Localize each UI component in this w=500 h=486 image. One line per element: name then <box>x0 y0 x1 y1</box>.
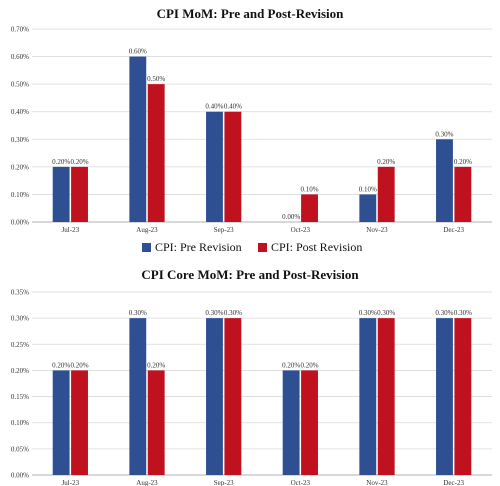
data-label: 0.10% <box>359 185 377 193</box>
bar-post-revision <box>71 166 88 222</box>
legend-label-pre: CPI: Pre Revision <box>155 240 242 254</box>
bar-pre-revision <box>206 318 223 475</box>
data-label: 0.20% <box>70 361 88 369</box>
data-label: 0.30% <box>205 309 223 317</box>
bar-post-revision <box>147 370 165 475</box>
y-tick-label: 0.60% <box>11 53 29 61</box>
bar-pre-revision <box>52 370 70 475</box>
bar-post-revision <box>454 166 472 222</box>
bar-post-revision <box>224 111 242 222</box>
bar-pre-revision <box>436 139 453 222</box>
y-tick-label: 0.00% <box>11 472 29 480</box>
legend-swatch-pre <box>142 243 151 252</box>
x-tick-label: Aug-23 <box>136 226 158 234</box>
data-label: 0.30% <box>224 309 242 317</box>
y-tick-label: 0.00% <box>11 219 29 227</box>
x-axis-ticks: Jul-23 Aug-23 Sep-23 Oct-23 Nov-23 Dec-23 <box>62 226 465 234</box>
y-tick-label: 0.20% <box>11 367 29 375</box>
data-label: 0.20% <box>454 158 472 166</box>
bar-pre-revision <box>436 318 453 475</box>
x-axis-ticks: Jul-23 Aug-23 Sep-23 Oct-23 Nov-23 Dec-23 <box>62 479 465 486</box>
data-label: 0.50% <box>147 75 165 83</box>
y-tick-label: 0.35% <box>11 289 29 297</box>
data-label: 0.40% <box>224 103 242 111</box>
y-tick-label: 0.70% <box>11 26 29 34</box>
data-label: 0.20% <box>52 361 70 369</box>
y-tick-label: 0.40% <box>11 108 29 116</box>
x-tick-label: Nov-23 <box>366 226 388 234</box>
y-tick-label: 0.05% <box>11 445 29 453</box>
bar-pre-revision <box>52 166 70 222</box>
y-tick-label: 0.15% <box>11 393 29 401</box>
data-label: 0.30% <box>435 309 453 317</box>
cpi-core-mom-chart: CPI Core MoM: Pre and Post-Revision 0.00… <box>11 267 492 486</box>
bar-post-revision <box>377 318 395 475</box>
data-label: 0.30% <box>435 130 453 138</box>
x-tick-label: Sep-23 <box>214 226 234 234</box>
data-label: 0.20% <box>70 158 88 166</box>
legend-label-post: CPI: Post Revision <box>271 240 362 254</box>
gridlines <box>32 28 492 223</box>
chart-title: CPI MoM: Pre and Post-Revision <box>157 6 345 21</box>
data-label: 0.20% <box>300 361 318 369</box>
bar-post-revision <box>377 166 395 222</box>
data-label: 0.00% <box>282 213 300 221</box>
data-label: 0.20% <box>377 158 395 166</box>
data-labels: 0.20% 0.20%0.30%0.20%0.30% 0.30%0.20% 0.20%… <box>52 309 472 369</box>
x-tick-label: Dec-23 <box>443 479 464 486</box>
bar-post-revision <box>71 370 88 475</box>
x-tick-label: Oct-23 <box>291 226 311 234</box>
y-axis-ticks: 0.00% 0.10% 0.20% 0.30% 0.40% 0.50% 0.60% 0.70% <box>11 26 29 227</box>
y-tick-label: 0.20% <box>11 163 29 171</box>
bar-post-revision <box>301 194 318 222</box>
bars <box>52 56 472 223</box>
y-tick-label: 0.30% <box>11 315 29 323</box>
data-label: 0.10% <box>300 185 318 193</box>
data-label: 0.60% <box>129 48 147 56</box>
legend: CPI: Pre Revision CPI: Post Revision <box>142 240 362 254</box>
x-tick-label: Jul-23 <box>62 226 80 234</box>
bar-post-revision <box>224 318 242 475</box>
x-tick-label: Nov-23 <box>366 479 388 486</box>
x-tick-label: Sep-23 <box>214 479 234 486</box>
y-tick-label: 0.10% <box>11 419 29 427</box>
bar-pre-revision <box>129 56 147 223</box>
bar-pre-revision <box>359 194 377 222</box>
legend-swatch-post <box>258 243 267 252</box>
x-tick-label: Jul-23 <box>62 479 80 486</box>
data-label: 0.20% <box>52 158 70 166</box>
bar-post-revision <box>301 370 318 475</box>
data-label: 0.20% <box>282 361 300 369</box>
data-label: 0.30% <box>377 309 395 317</box>
x-tick-label: Oct-23 <box>291 479 311 486</box>
cpi-mom-chart: CPI MoM: Pre and Post-Revision 0.00% 0.10… <box>11 6 492 234</box>
x-tick-label: Dec-23 <box>443 226 464 234</box>
bar-pre-revision <box>129 318 147 475</box>
bar-post-revision <box>147 84 165 223</box>
data-label: 0.30% <box>359 309 377 317</box>
data-labels: 0.20% 0.20%0.60%0.50%0.40% 0.40%0.00%0.10%… <box>52 48 472 221</box>
data-label: 0.40% <box>205 103 223 111</box>
gridlines <box>32 291 492 476</box>
y-tick-label: 0.10% <box>11 191 29 199</box>
y-tick-label: 0.50% <box>11 81 29 89</box>
y-tick-label: 0.30% <box>11 136 29 144</box>
y-axis-ticks: 0.00% 0.05% 0.10% 0.15% 0.20% 0.25% 0.30% 0.35% <box>11 289 29 480</box>
chart-title: CPI Core MoM: Pre and Post-Revision <box>141 267 359 282</box>
data-label: 0.30% <box>454 309 472 317</box>
bars <box>52 318 472 475</box>
x-tick-label: Aug-23 <box>136 479 158 486</box>
y-tick-label: 0.25% <box>11 341 29 349</box>
data-label: 0.20% <box>147 361 165 369</box>
data-label: 0.30% <box>129 309 147 317</box>
bar-post-revision <box>454 318 472 475</box>
bar-pre-revision <box>282 370 300 475</box>
bar-pre-revision <box>359 318 377 475</box>
bar-pre-revision <box>206 111 223 222</box>
